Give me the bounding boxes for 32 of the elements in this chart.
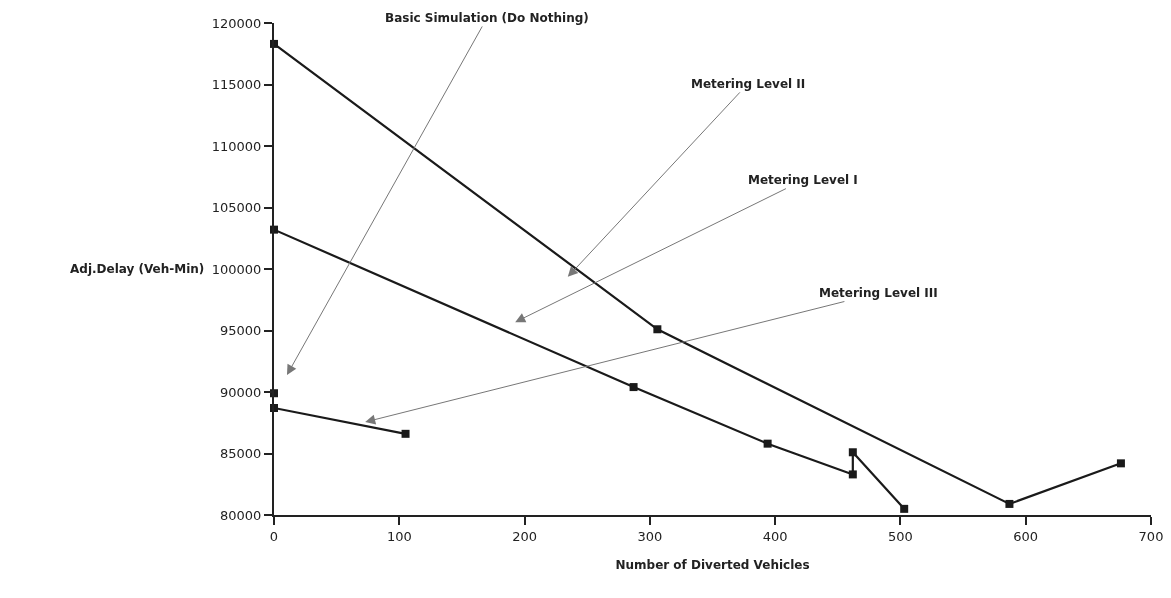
point	[653, 325, 662, 334]
point	[629, 383, 638, 392]
y-tick-label: 80000	[220, 507, 262, 523]
y-tick-label: 95000	[220, 323, 262, 339]
y-tick-label: 120000	[211, 15, 262, 31]
y-tick-label: 90000	[220, 384, 262, 400]
y-tick-label: 105000	[211, 200, 262, 216]
x-tick-label: 300	[637, 528, 663, 544]
annotation: Metering Level II	[691, 77, 806, 91]
point	[900, 504, 909, 513]
y-tick-label: 85000	[220, 446, 262, 462]
x-tick-label: 100	[386, 528, 412, 544]
x-tick-label: 200	[512, 528, 537, 544]
annotation: Metering Level I	[748, 173, 858, 187]
x-tick-label: 400	[762, 528, 788, 544]
x-tick-label: 700	[1138, 528, 1164, 544]
y-tick-label: 110000	[211, 138, 262, 154]
point	[763, 439, 772, 448]
annotation: Basic Simulation (Do Nothing)	[385, 11, 589, 25]
y-axis-title: Adj.Delay (Veh-Min)	[70, 262, 205, 276]
x-tick-label: 0	[269, 528, 279, 544]
point	[1005, 499, 1014, 508]
point	[848, 470, 857, 479]
x-axis-title: Number of Diverted Vehicles	[615, 558, 810, 572]
point	[401, 429, 410, 438]
point	[1116, 459, 1125, 468]
point	[848, 448, 857, 457]
x-tick-label: 500	[888, 528, 913, 544]
y-tick-label: 115000	[211, 77, 262, 93]
annotation: Metering Level III	[819, 286, 938, 300]
x-tick-label: 600	[1013, 528, 1039, 544]
y-tick-label: 100000	[211, 261, 262, 277]
